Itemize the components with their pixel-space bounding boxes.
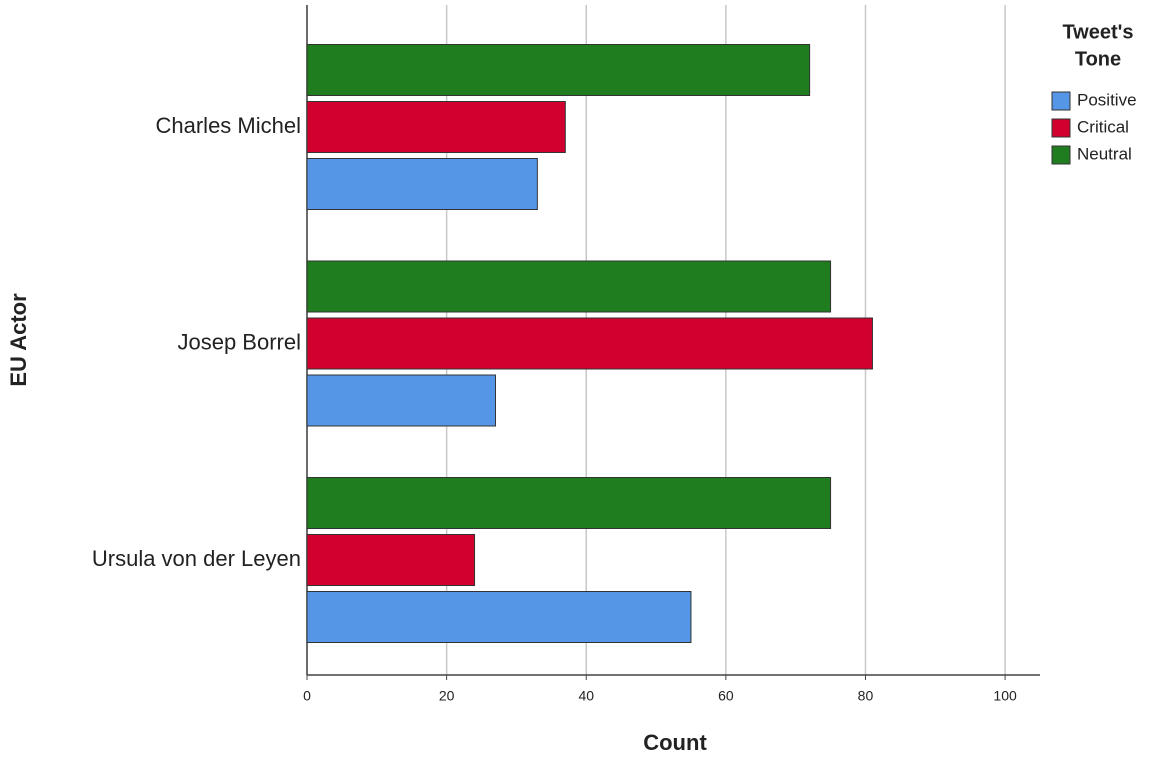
legend-swatch (1051, 145, 1071, 165)
bar (306, 317, 873, 370)
y-tick-label: Josep Borrel (177, 329, 301, 354)
bar (306, 534, 476, 586)
x-tick-label: 100 (993, 688, 1017, 704)
x-tick-label: 20 (439, 688, 455, 704)
bar (306, 101, 566, 153)
legend-title: Tone (1075, 48, 1121, 70)
bar (306, 158, 538, 210)
bar (306, 374, 496, 427)
y-axis-label: EU Actor (6, 293, 31, 387)
bar (306, 591, 692, 643)
legend-swatch (1051, 91, 1071, 111)
legend-label: Neutral (1077, 144, 1132, 163)
x-tick-label: 60 (718, 688, 734, 704)
x-tick-label: 80 (858, 688, 874, 704)
x-axis-label: Count (643, 730, 707, 755)
x-tick-label: 0 (303, 688, 311, 704)
legend-label: Positive (1077, 90, 1137, 109)
y-tick-label: Charles Michel (156, 113, 302, 138)
legend-label: Critical (1077, 117, 1129, 136)
legend-title: Tweet's (1062, 21, 1133, 43)
bar (306, 260, 832, 313)
y-tick-label: Ursula von der Leyen (92, 546, 301, 571)
legend-swatch (1051, 118, 1071, 138)
x-tick-label: 40 (578, 688, 594, 704)
bar (306, 44, 811, 96)
bar (306, 477, 832, 529)
